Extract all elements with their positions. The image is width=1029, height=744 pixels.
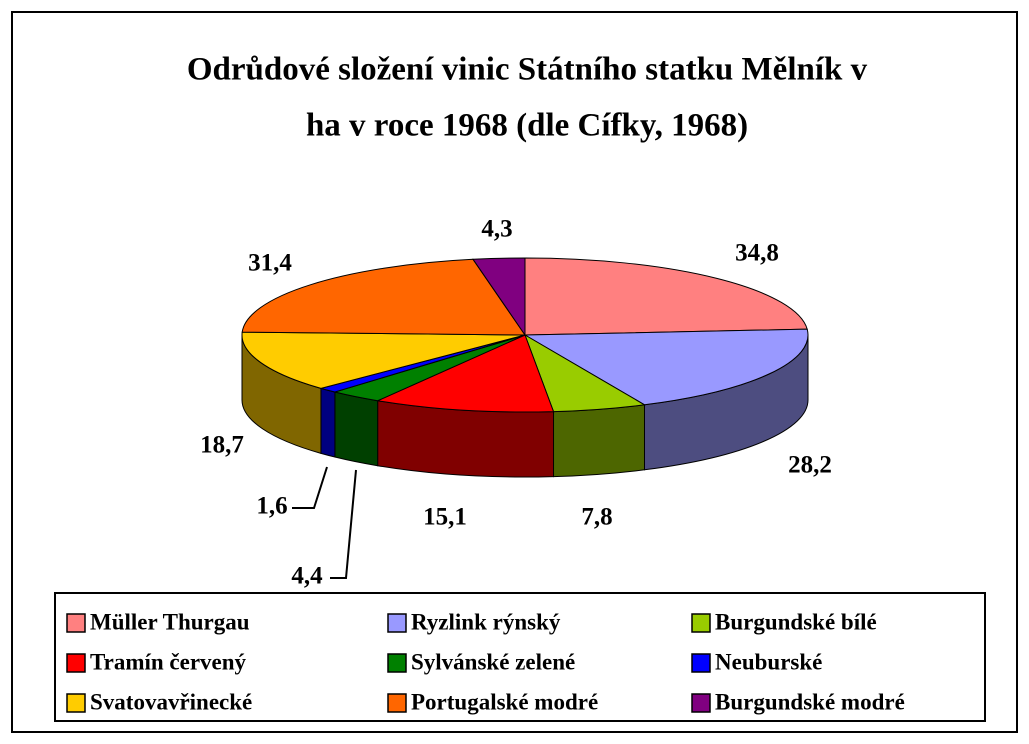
data-label: 7,8: [581, 504, 612, 531]
legend-swatch: [387, 653, 407, 673]
leader-line: [292, 466, 328, 509]
legend-swatch: [387, 693, 407, 713]
data-label: 34,8: [735, 240, 779, 267]
slice-side: [334, 391, 379, 467]
legend-label: Burgundské modré: [715, 689, 905, 714]
slice: [241, 258, 526, 336]
slice: [472, 257, 526, 337]
legend-label: Portugalské modré: [411, 689, 598, 714]
data-label: 18,7: [200, 432, 244, 459]
data-label: 4,4: [291, 563, 323, 590]
data-label: 31,4: [248, 250, 292, 277]
legend-label: Burgundské bílé: [715, 609, 877, 634]
legend-label: Müller Thurgau: [90, 609, 250, 634]
data-label: 1,6: [256, 493, 287, 520]
legend-box: [54, 592, 986, 722]
slice: [524, 257, 808, 336]
chart-title: Odrůdové složení vinic Státního statku M…: [187, 52, 868, 88]
data-label: 4,3: [481, 216, 512, 243]
legend-swatch: [66, 613, 86, 633]
legend-swatch: [66, 653, 86, 673]
legend-label: Tramín červený: [90, 649, 247, 674]
legend-label: Ryzlink rýnský: [411, 609, 561, 634]
data-label: 28,2: [788, 452, 832, 479]
data-label: 15,1: [423, 504, 467, 531]
slice: [375, 334, 555, 413]
legend-swatch: [387, 613, 407, 633]
chart-title: ha v roce 1968 (dle Cífky, 1968): [306, 108, 748, 144]
leader-line: [330, 469, 357, 579]
slice: [241, 331, 526, 389]
legend-swatch: [691, 653, 711, 673]
slice-side: [320, 387, 336, 458]
legend-label: Neuburské: [715, 649, 822, 674]
legend-swatch: [691, 613, 711, 633]
legend-swatch: [66, 693, 86, 713]
legend-label: Svatovavřinecké: [90, 689, 252, 714]
slice-side: [553, 404, 645, 478]
legend-label: Sylvánské zelené: [411, 649, 575, 674]
slice: [523, 328, 809, 406]
legend-swatch: [691, 693, 711, 713]
